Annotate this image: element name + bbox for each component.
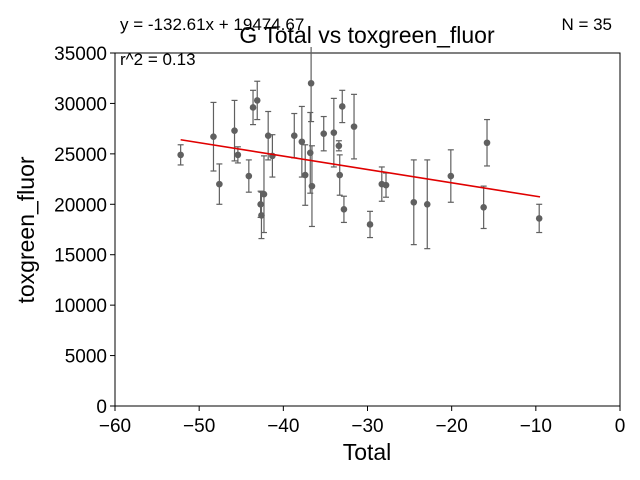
data-point (264, 132, 272, 140)
data-point (410, 198, 418, 206)
data-point (307, 79, 315, 87)
regression-line (180, 138, 541, 198)
data-point (335, 142, 343, 150)
plot-area (114, 52, 621, 407)
data-point (249, 104, 257, 111)
data-point (340, 206, 348, 213)
data-point (258, 212, 265, 219)
y-tick-label: 35000 (54, 44, 107, 65)
x-tick-label: −30 (351, 416, 383, 437)
data-point (306, 149, 314, 157)
y-tick-label: 0 (96, 397, 107, 418)
r-squared-annotation: r^2 = 0.13 (120, 50, 196, 69)
x-tick-label: −10 (520, 416, 552, 437)
data-point (253, 97, 261, 104)
axis-ticks: −60 −50 −40 −30 −20 −10 0 0 5000 10000 15000 20000 2… (54, 44, 625, 437)
y-tick-label: 5000 (65, 347, 107, 368)
x-tick-label: 0 (615, 416, 626, 437)
y-tick-label: 30000 (54, 94, 107, 115)
data-point (234, 151, 242, 159)
y-tick-label: 10000 (54, 296, 107, 317)
data-point (366, 221, 374, 228)
data-point (216, 180, 223, 188)
x-axis-label: Total (343, 439, 392, 465)
data-point (423, 200, 431, 208)
data-point (336, 171, 344, 179)
data-point (330, 129, 338, 136)
x-tick-label: −60 (99, 416, 131, 437)
data-point (350, 123, 358, 130)
x-tick-label: −20 (436, 416, 468, 437)
data-point (535, 215, 543, 222)
data-point (382, 181, 390, 189)
y-tick-label: 20000 (54, 195, 107, 216)
data-point (210, 133, 217, 141)
y-tick-label: 15000 (54, 246, 107, 267)
data-point (260, 190, 268, 198)
chart-title: G Total vs toxgreen_fluor (239, 22, 495, 48)
data-point (308, 182, 316, 190)
data-point (320, 130, 328, 137)
y-axis-label: toxgreen_fluor (13, 156, 39, 303)
n-count-annotation: N = 35 (561, 15, 612, 34)
data-point (338, 103, 346, 110)
data-marks (177, 47, 543, 250)
data-point (245, 172, 253, 180)
data-point (447, 172, 455, 180)
data-point (231, 127, 238, 134)
data-point (483, 139, 491, 147)
data-point (177, 151, 184, 159)
x-tick-label: −50 (183, 416, 215, 437)
data-point (298, 138, 306, 146)
data-point (301, 171, 309, 179)
data-point (290, 132, 298, 140)
data-point (257, 200, 264, 208)
y-tick-label: 25000 (54, 145, 107, 166)
equation-annotation: y = -132.61x + 19474.67 (120, 15, 304, 34)
data-point (480, 204, 487, 211)
x-tick-label: −40 (267, 416, 299, 437)
